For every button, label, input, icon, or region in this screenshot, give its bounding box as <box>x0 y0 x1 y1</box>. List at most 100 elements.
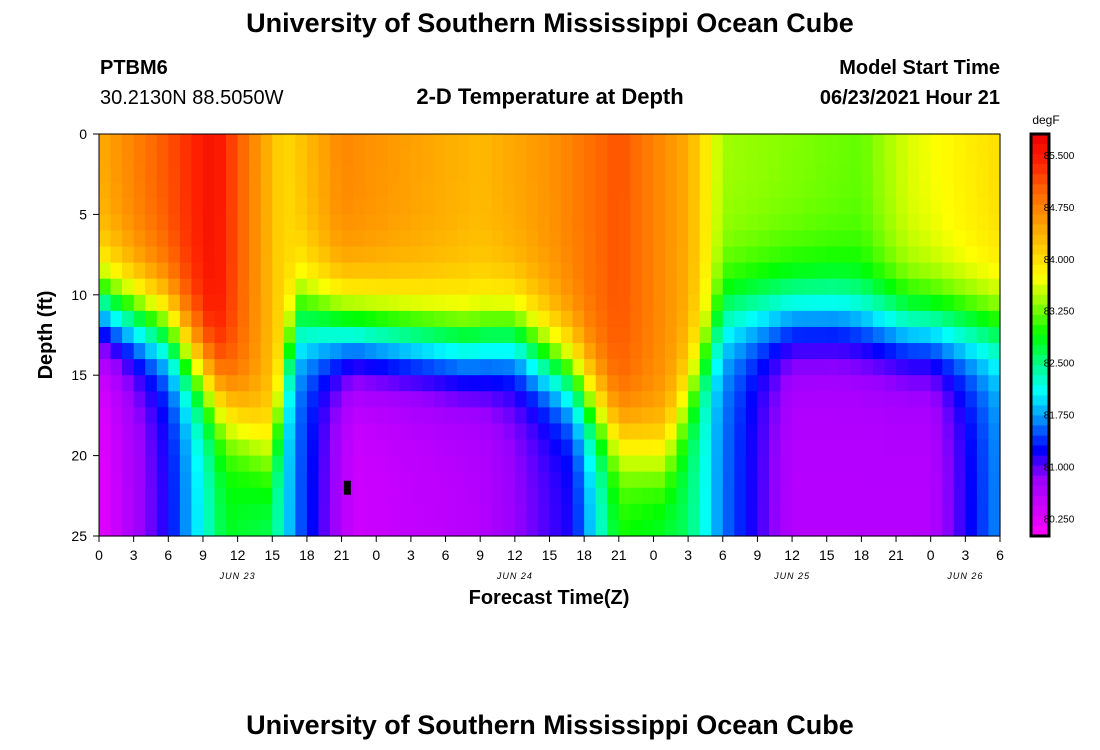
heatmap-cell <box>849 246 862 264</box>
heatmap-cell <box>561 439 574 457</box>
heatmap-cell <box>226 359 239 376</box>
heatmap-cell <box>237 150 250 167</box>
heatmap-cell <box>953 391 966 408</box>
heatmap-cell <box>433 375 447 392</box>
heatmap-cell <box>433 262 447 280</box>
heatmap-cell <box>561 407 574 425</box>
heatmap-cell <box>433 278 447 296</box>
heatmap-cell <box>722 246 735 264</box>
heatmap-cell <box>364 134 377 151</box>
heatmap-cell <box>572 455 585 473</box>
heatmap-cell <box>965 375 978 392</box>
heatmap-cell <box>919 294 932 312</box>
heatmap-cell <box>930 423 943 441</box>
heatmap-cell <box>607 343 620 360</box>
heatmap-cell <box>145 326 158 344</box>
heatmap-cell <box>907 503 920 521</box>
heatmap-cell <box>202 487 216 505</box>
heatmap-cell <box>179 150 193 167</box>
heatmap-cell <box>780 326 793 344</box>
heatmap-cell <box>249 294 262 312</box>
heatmap-cell <box>260 343 273 360</box>
heatmap-cell <box>468 198 481 215</box>
heatmap-cell <box>584 166 597 183</box>
heatmap-cell <box>364 214 377 232</box>
heatmap-cell <box>849 278 862 296</box>
heatmap-cell <box>156 326 169 344</box>
heatmap-cell <box>133 343 146 360</box>
heatmap-cell <box>757 359 770 376</box>
heatmap-cell <box>214 439 227 457</box>
x-tick-label: 21 <box>888 547 904 563</box>
heatmap-cell <box>803 359 816 376</box>
heatmap-cell <box>942 503 955 521</box>
heatmap-cell <box>907 294 920 312</box>
heatmap-cell <box>711 262 724 280</box>
x-tick-label: 15 <box>264 547 280 563</box>
heatmap-cell <box>711 423 724 441</box>
heatmap-cell <box>295 182 308 199</box>
heatmap-cell <box>722 439 735 457</box>
heatmap-cell <box>665 246 678 264</box>
heatmap-cell <box>641 230 655 248</box>
heatmap-cell <box>526 134 539 151</box>
heatmap-cell <box>122 262 135 280</box>
heatmap-cell <box>491 278 504 296</box>
heatmap-cell <box>330 471 343 489</box>
heatmap-cell <box>168 455 181 473</box>
colorbar-swatch <box>1031 515 1049 527</box>
heatmap-cell <box>965 423 978 441</box>
heatmap-cell <box>364 343 377 360</box>
heatmap-cell <box>988 391 1001 408</box>
heatmap-cell <box>537 326 551 344</box>
heatmap-cell <box>561 246 574 264</box>
heatmap-cell <box>641 455 655 473</box>
heatmap-cell <box>549 150 562 167</box>
heatmap-cell <box>491 310 504 328</box>
heatmap-cell <box>768 230 782 248</box>
heatmap-cell <box>110 166 123 183</box>
heatmap-cell <box>237 214 250 232</box>
heatmap-cell <box>699 503 712 521</box>
heatmap-cell <box>422 246 435 264</box>
heatmap-cell <box>537 246 551 264</box>
heatmap-cell <box>815 391 828 408</box>
heatmap-cell <box>306 359 320 376</box>
heatmap-cell <box>214 166 227 183</box>
heatmap-cell <box>99 262 112 280</box>
heatmap-cell <box>641 439 655 457</box>
heatmap-cell <box>226 391 239 408</box>
heatmap-cell <box>676 230 689 248</box>
heatmap-cell <box>272 326 285 344</box>
heatmap-cell <box>376 503 389 521</box>
heatmap-cell <box>272 230 285 248</box>
heatmap-cell <box>896 278 909 296</box>
heatmap-cell <box>572 246 585 264</box>
heatmap-cell <box>838 343 851 360</box>
heatmap-cell <box>872 182 886 199</box>
heatmap-cell <box>618 230 631 248</box>
heatmap-cell <box>214 471 227 489</box>
heatmap-cell <box>676 246 689 264</box>
heatmap-cell <box>295 407 308 425</box>
heatmap-cell <box>792 503 805 521</box>
heatmap-cell <box>803 182 816 199</box>
heatmap-cell <box>930 359 943 376</box>
heatmap-cell <box>202 471 216 489</box>
heatmap-cell <box>711 375 724 392</box>
colorbar-swatch <box>1031 324 1049 336</box>
heatmap-cell <box>341 262 354 280</box>
heatmap-cell <box>780 246 793 264</box>
heatmap-cell <box>99 246 112 264</box>
heatmap-cell <box>410 294 424 312</box>
heatmap-cell <box>514 294 527 312</box>
heatmap-cell <box>907 134 920 151</box>
heatmap-cell <box>179 310 193 328</box>
heatmap-cell <box>433 310 447 328</box>
heatmap-cell <box>561 310 574 328</box>
heatmap-cell <box>353 134 366 151</box>
heatmap-cell <box>653 230 666 248</box>
heatmap-cell <box>653 294 666 312</box>
heatmap-cell <box>849 391 862 408</box>
heatmap-cell <box>630 150 643 167</box>
